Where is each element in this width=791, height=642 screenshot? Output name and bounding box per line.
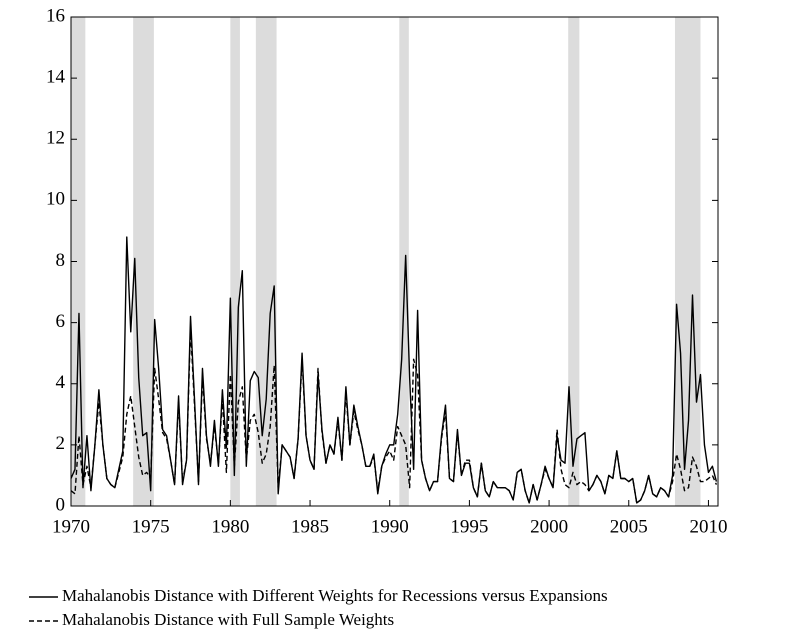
shaded-region [568, 17, 580, 506]
legend-label: Mahalanobis Distance with Different Weig… [62, 586, 608, 605]
x-tick-label: 1995 [450, 516, 488, 537]
x-tick-label: 2005 [610, 516, 648, 537]
x-tick-label: 2000 [530, 516, 568, 537]
y-tick-label: 2 [56, 433, 66, 454]
y-tick-label: 10 [46, 189, 65, 210]
y-tick-label: 12 [46, 128, 65, 149]
y-tick-label: 6 [56, 311, 66, 332]
y-tick-label: 4 [56, 372, 66, 393]
shaded-region [255, 17, 277, 506]
line-series [70, 236, 718, 504]
x-tick-label: 2010 [689, 516, 727, 537]
x-tick-label: 1990 [371, 516, 409, 537]
x-tick-label: 1970 [52, 516, 90, 537]
x-tick-label: 1980 [211, 516, 249, 537]
line-series [70, 328, 718, 504]
legend-label: Mahalanobis Distance with Full Sample We… [62, 610, 394, 629]
x-tick-label: 1975 [132, 516, 170, 537]
x-tick-label: 1985 [291, 516, 329, 537]
y-tick-label: 14 [46, 66, 66, 87]
y-tick-label: 8 [56, 250, 66, 271]
plot-frame [70, 16, 719, 507]
y-tick-label: 16 [46, 5, 65, 26]
shaded-region [399, 17, 409, 506]
shaded-region [230, 17, 240, 506]
shaded-region [133, 17, 154, 506]
y-tick-label: 0 [56, 494, 66, 515]
